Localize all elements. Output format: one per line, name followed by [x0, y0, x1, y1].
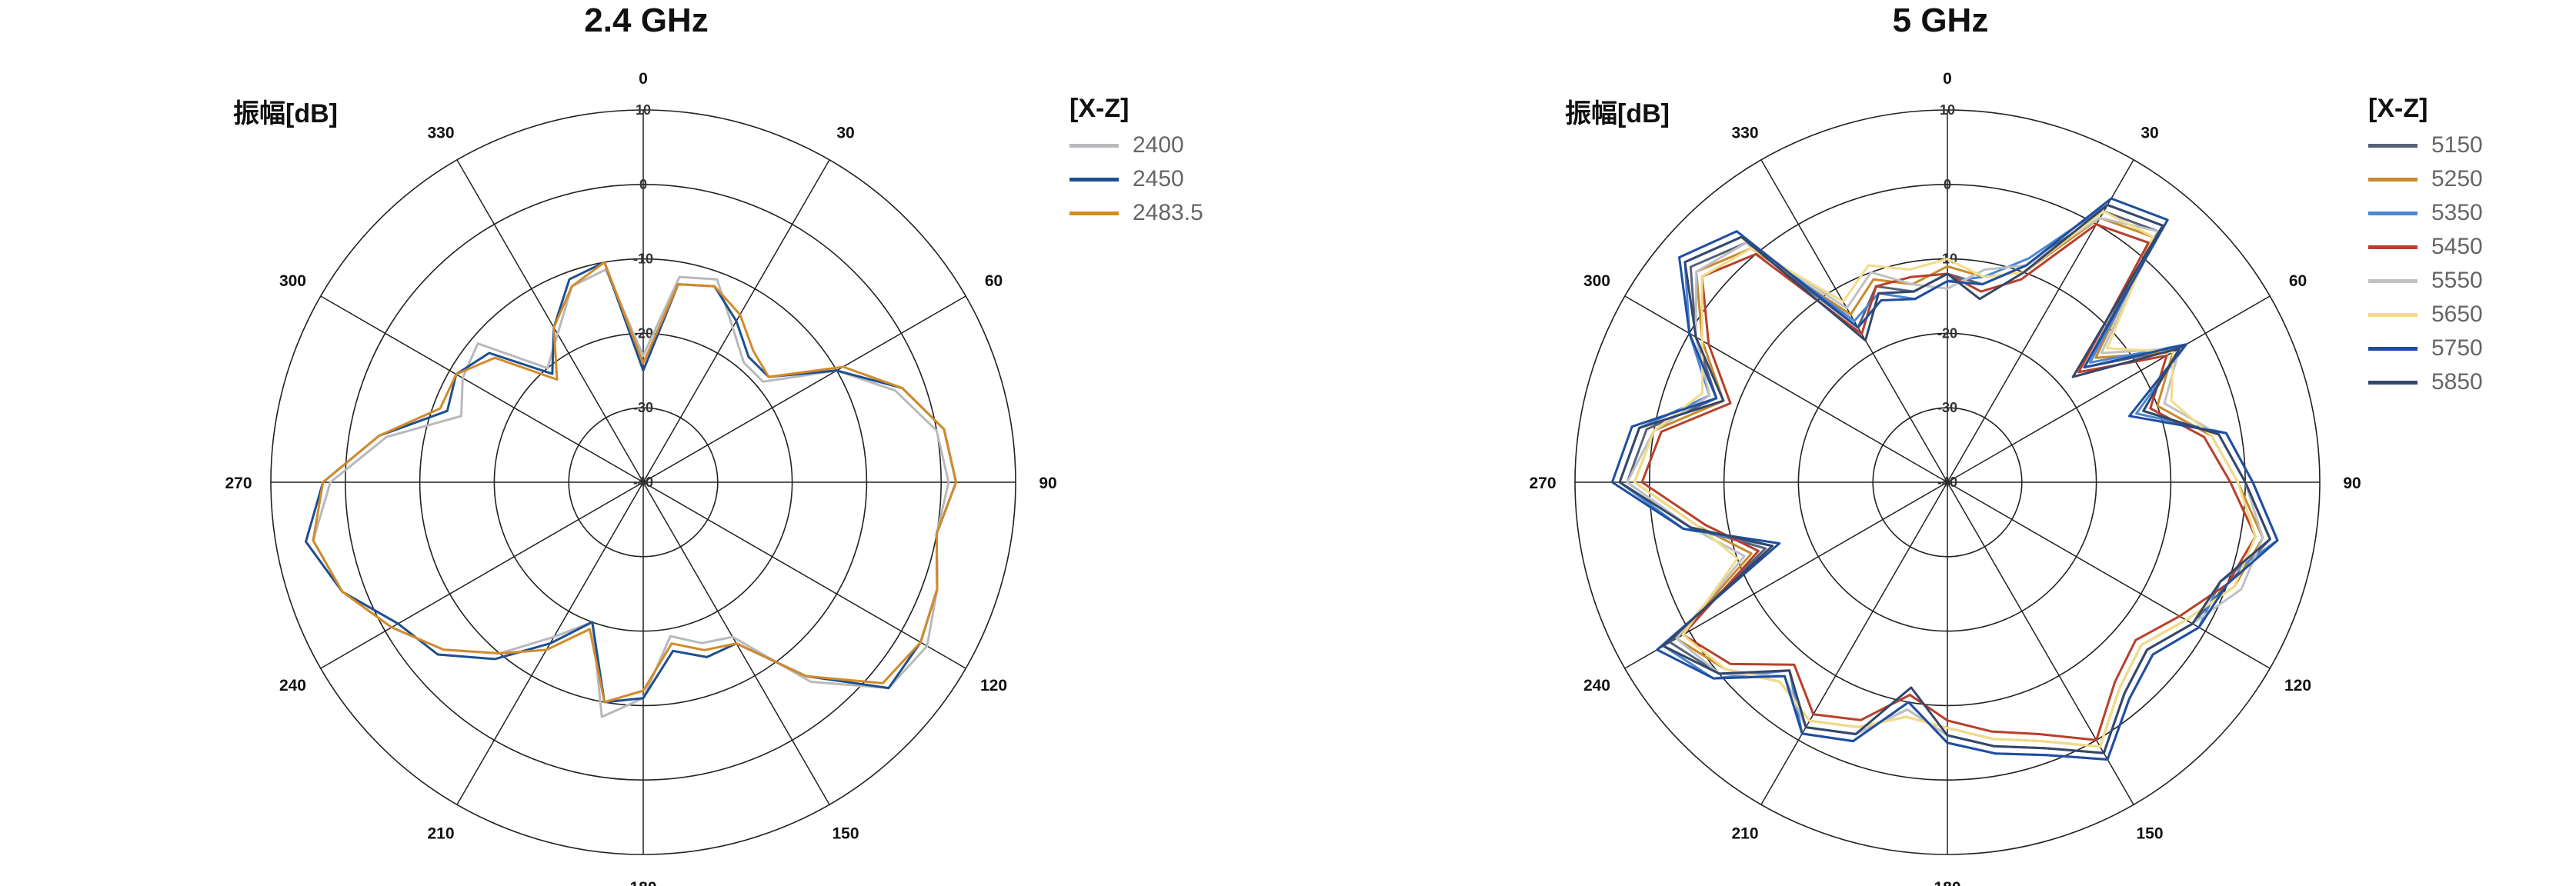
radial-tick-label: -30: [633, 400, 653, 415]
legend-title: [X-Z]: [1069, 94, 1130, 123]
angle-tick-label: 120: [2284, 677, 2311, 694]
legend-item: 5450: [2368, 230, 2483, 264]
angle-tick-label: 150: [2136, 825, 2163, 843]
grid-spoke: [1947, 481, 2134, 805]
angle-tick-label: 270: [1529, 475, 1556, 492]
angle-tick-label: 60: [985, 272, 1003, 290]
radial-axis-label: 振幅[dB]: [1565, 99, 1670, 128]
legend-label: 2400: [1133, 132, 1184, 158]
grid-spoke: [320, 295, 644, 483]
legend-swatch: [2368, 278, 2418, 283]
chart-title: 2.4 GHz: [584, 2, 709, 39]
legend-item: 5650: [2368, 298, 2483, 331]
radial-tick-label: 0: [639, 177, 647, 192]
radial-tick-label: -10: [633, 251, 653, 267]
legend-swatch: [2368, 143, 2418, 148]
grid-spoke: [642, 295, 966, 483]
legend-label: 5750: [2431, 335, 2483, 361]
legend-swatch: [1069, 211, 1119, 215]
chart-panel-2-4ghz: 2.4 GHz 振幅[dB] 0 30 60 90 120 150 180 210 240 270…: [225, 2, 1203, 886]
legend-label: 5550: [2431, 268, 2483, 293]
angle-tick-label: 90: [2343, 475, 2361, 492]
legend-swatch: [1069, 177, 1119, 182]
angle-tick-label: 0: [1943, 70, 1952, 88]
angle-tick-label: 150: [832, 825, 859, 843]
series-line-5450: [1640, 223, 2257, 741]
legend-swatch: [2368, 245, 2418, 249]
legend-swatch: [2368, 177, 2418, 182]
angle-tick-label: 30: [836, 124, 854, 142]
angle-tick-label: 300: [279, 272, 306, 290]
legend-label: 5650: [2431, 301, 2483, 327]
legend-label: 5850: [2431, 369, 2483, 395]
radial-tick-label: -40: [633, 475, 653, 490]
grid-spoke: [456, 159, 644, 483]
polar-chart: 0 30 60 90 120 150 180 210 240 270 300 330 -40 -30 -20…: [1529, 70, 2361, 886]
legend-item: 5150: [2368, 128, 2483, 162]
angle-tick-label: 0: [639, 70, 648, 88]
legend-swatch: [2368, 346, 2418, 351]
grid-spoke: [320, 481, 644, 669]
legend-swatch: [2368, 312, 2418, 317]
legend-title: [X-Z]: [2368, 94, 2428, 123]
legend-label: 5450: [2431, 234, 2483, 259]
radial-tick-label: 10: [636, 102, 651, 118]
radial-tick-label: -40: [1937, 475, 1957, 490]
legend-swatch: [2368, 211, 2418, 215]
radial-tick-label: 0: [1944, 177, 1951, 192]
legend-label: 5350: [2431, 200, 2483, 225]
legend-item: 5350: [2368, 196, 2483, 230]
angle-tick-label: 180: [629, 879, 656, 886]
series-line-5850: [1618, 204, 2271, 754]
series-line-5750: [1610, 197, 2279, 761]
legend-label: 2483.5: [1133, 200, 1203, 225]
grid-spoke: [1947, 481, 2271, 669]
grid-spoke: [1624, 295, 1948, 483]
series-line-2483.5: [312, 261, 958, 704]
angle-tick-label: 210: [1731, 825, 1758, 843]
grid-spoke: [1947, 295, 2271, 483]
legend-label: 5150: [2431, 132, 2483, 158]
legend-item: 5750: [2368, 331, 2483, 365]
angle-tick-label: 240: [1583, 677, 1610, 694]
polar-chart: 0 30 60 90 120 150 180 210 240 270 300 330 -40 -30 -20…: [225, 70, 1056, 886]
angle-tick-label: 300: [1583, 272, 1610, 290]
angle-tick-label: 60: [2289, 272, 2307, 290]
chart-panel-5ghz: 5 GHz 振幅[dB] 0 30 60 90 120 150 180 210 240 270 30…: [1288, 0, 2576, 886]
radial-tick-label: -30: [1937, 400, 1957, 415]
angle-tick-label: 180: [1934, 879, 1960, 886]
angle-tick-label: 330: [427, 124, 454, 142]
angle-tick-label: 120: [980, 677, 1007, 694]
legend-label: 2450: [1133, 166, 1184, 192]
legend-swatch: [1069, 143, 1119, 148]
radial-tick-label: 10: [1940, 102, 1955, 118]
radial-tick-label: -20: [1937, 325, 1957, 341]
radial-tick-label: -20: [633, 325, 653, 341]
angle-tick-label: 270: [225, 475, 252, 492]
legend: [X-Z] 2400 2450 2483.5: [1069, 94, 1203, 230]
legend-swatch: [2368, 380, 2418, 385]
angle-tick-label: 210: [427, 825, 454, 843]
grid-spoke: [1760, 481, 1948, 805]
radial-axis-label: 振幅[dB]: [233, 99, 338, 128]
angle-tick-label: 30: [2141, 124, 2158, 142]
chart-title: 5 GHz: [1892, 2, 1989, 39]
series-line-5650: [1633, 210, 2257, 748]
legend-item: 5550: [2368, 264, 2483, 298]
legend-item: 2483.5: [1069, 196, 1203, 230]
angle-tick-label: 90: [1039, 475, 1056, 492]
angle-tick-label: 240: [279, 677, 306, 694]
grid-spoke: [642, 481, 966, 669]
legend-item: 5850: [2368, 365, 2483, 399]
legend-label: 5250: [2431, 166, 2483, 192]
legend-item: 2400: [1069, 128, 1203, 162]
legend: [X-Z] 5150 5250 5350 5450 5550 5650 5750 5850: [2368, 94, 2483, 399]
angle-tick-label: 330: [1731, 124, 1758, 142]
legend-item: 5250: [2368, 162, 2483, 196]
legend-item: 2450: [1069, 162, 1203, 196]
